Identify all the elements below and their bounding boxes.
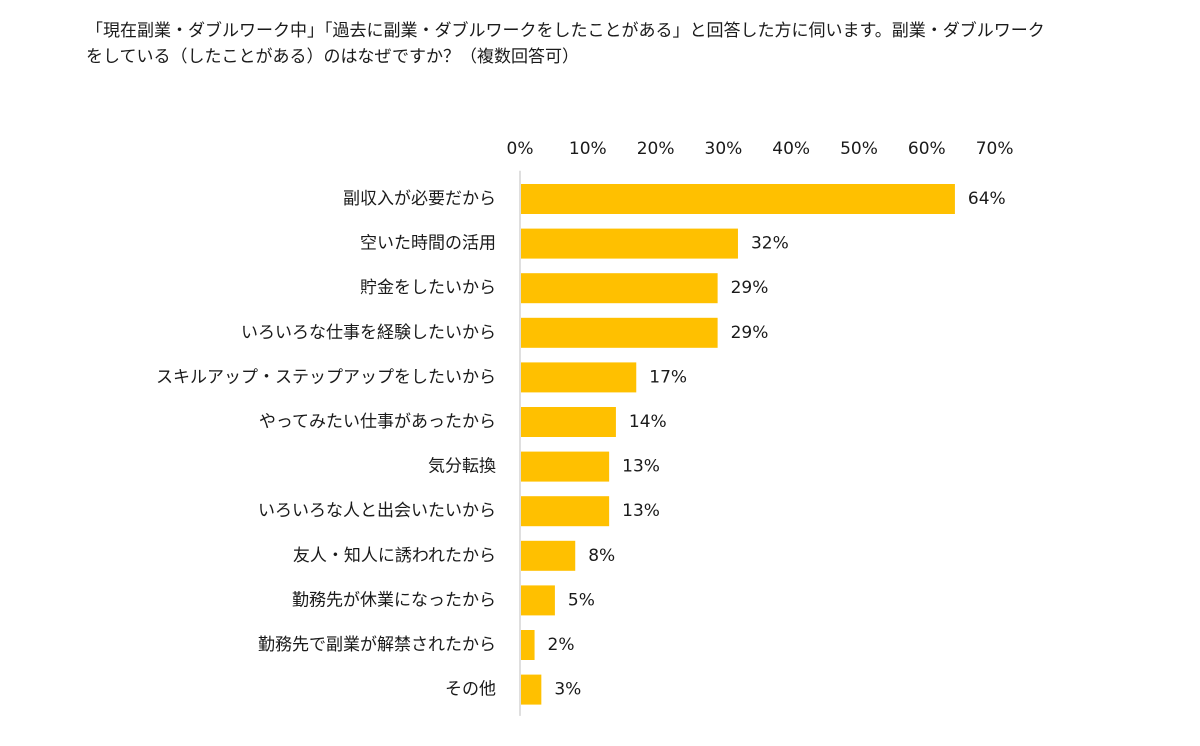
- bar: [521, 317, 718, 348]
- bar: [521, 407, 616, 437]
- category-label: 空いた時間の活用: [360, 234, 496, 254]
- category-label: いろいろな仕事を経験したいから: [241, 323, 496, 343]
- bar: [521, 540, 576, 571]
- x-tick-label: 70%: [976, 139, 1014, 159]
- value-label: 8%: [588, 546, 615, 566]
- value-label: 29%: [731, 323, 769, 343]
- value-label: 64%: [968, 189, 1006, 209]
- bar: [521, 585, 555, 616]
- category-label: 気分転換: [428, 457, 496, 477]
- value-label: 14%: [629, 412, 667, 432]
- x-tick-label: 10%: [569, 139, 607, 159]
- value-label: 13%: [622, 457, 660, 477]
- value-label: 5%: [568, 590, 595, 610]
- x-tick-label: 60%: [908, 139, 946, 159]
- category-label: やってみたい仕事があったから: [259, 412, 496, 432]
- x-tick-label: 30%: [705, 139, 743, 159]
- bar: [521, 184, 955, 214]
- category-label: 貯金をしたいから: [360, 278, 496, 298]
- value-label: 17%: [649, 367, 687, 387]
- question-text: 「現在副業・ダブルワーク中」「過去に副業・ダブルワークをしたことがある」と回答し…: [86, 18, 1166, 70]
- value-label: 2%: [548, 635, 575, 655]
- category-label: 勤務先で副業が解禁されたから: [258, 635, 496, 655]
- bar: [521, 451, 610, 482]
- x-tick-label: 20%: [637, 139, 675, 159]
- x-tick-label: 0%: [507, 139, 534, 159]
- value-label: 3%: [554, 680, 581, 700]
- value-label: 32%: [751, 234, 789, 254]
- category-labels: 副収入が必要だから空いた時間の活用貯金をしたいからいろいろな仕事を経験したいから…: [156, 189, 496, 700]
- category-label: スキルアップ・ステップアップをしたいから: [156, 367, 496, 387]
- bars: [521, 184, 955, 705]
- bar: [521, 362, 637, 393]
- bar: [521, 228, 738, 259]
- value-label: 13%: [622, 501, 660, 521]
- question-line-2: をしている（したことがある）のはなぜですか？（複数回答可）: [86, 47, 579, 67]
- category-label: いろいろな人と出会いたいから: [258, 501, 496, 521]
- bar: [521, 496, 610, 527]
- category-label: 副収入が必要だから: [343, 189, 496, 209]
- category-label: 勤務先が休業になったから: [292, 590, 496, 610]
- bar: [521, 630, 535, 660]
- category-label: その他: [445, 680, 496, 700]
- bar: [521, 674, 542, 705]
- category-label: 友人・知人に誘われたから: [293, 546, 496, 566]
- value-label: 29%: [731, 278, 769, 298]
- question-line-1: 「現在副業・ダブルワーク中」「過去に副業・ダブルワークをしたことがある」と回答し…: [86, 21, 1045, 41]
- value-labels: 64% 32% 29% 29% 17% 14% 13% 13% 8% 5% 2% 3%: [548, 189, 1006, 700]
- x-tick-label: 40%: [772, 139, 810, 159]
- x-tick-label: 50%: [840, 139, 878, 159]
- bar: [521, 273, 718, 304]
- x-axis-ticks: 0% 10% 20% 30% 40% 50% 60% 70%: [507, 139, 1014, 159]
